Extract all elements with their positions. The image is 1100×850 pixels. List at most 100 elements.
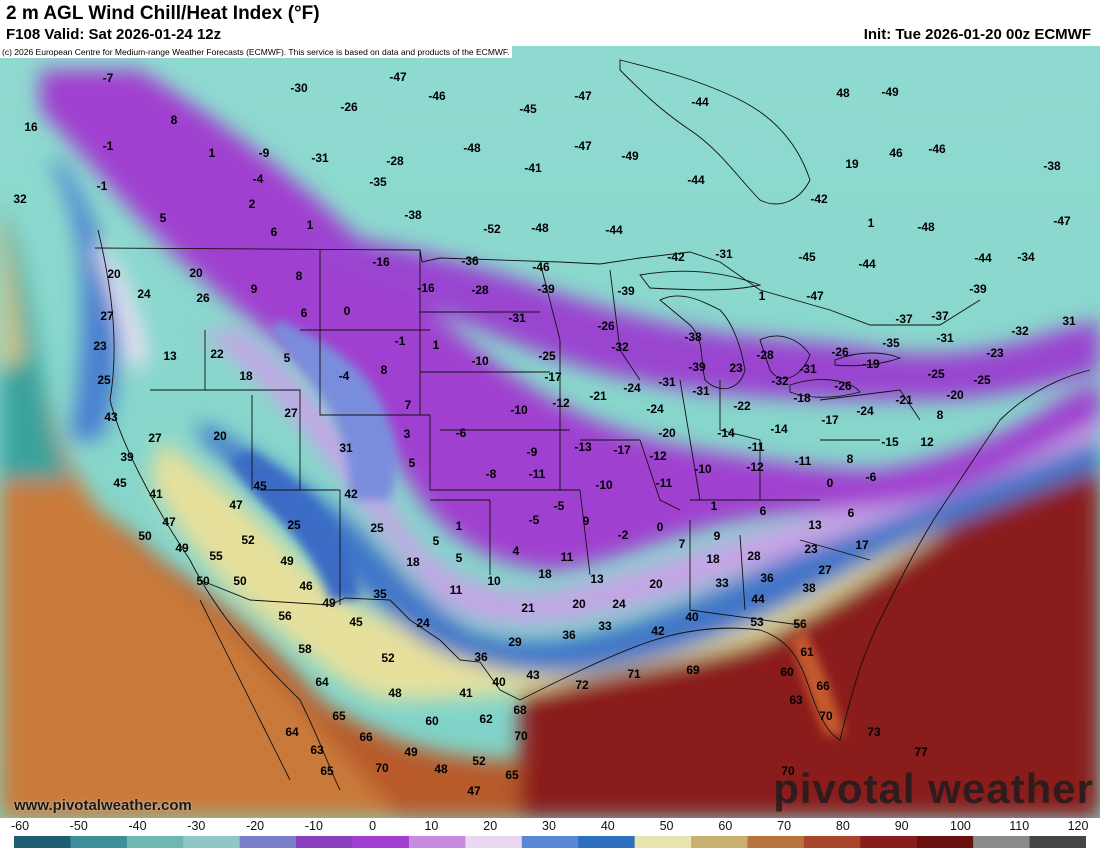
temperature-label: -21 <box>589 389 607 403</box>
temperature-label: 8 <box>296 269 303 283</box>
great-lakes <box>639 270 902 398</box>
valid-time: F108 Valid: Sat 2026-01-24 12z <box>6 26 222 43</box>
temperature-label: -7 <box>103 71 114 85</box>
temperature-label: 6 <box>301 306 308 320</box>
florida-warm <box>790 630 845 735</box>
temperature-label: 25 <box>370 521 384 535</box>
temperature-label: 52 <box>472 754 486 768</box>
temperature-label: 38 <box>802 581 816 595</box>
temperature-label: 13 <box>163 349 177 363</box>
temperature-label: -47 <box>1053 214 1071 228</box>
temperature-label: 1 <box>209 146 216 160</box>
legend-color-segment <box>408 836 466 848</box>
temperature-label: -9 <box>527 445 538 459</box>
temperature-label: -48 <box>917 220 935 234</box>
temperature-label: -46 <box>928 142 946 156</box>
temperature-label: 65 <box>320 764 334 778</box>
temperature-label: 72 <box>575 678 589 692</box>
temperature-label: -12 <box>552 396 570 410</box>
temperature-label: -44 <box>687 173 705 187</box>
temperature-label: 39 <box>120 450 134 464</box>
temperature-label: -31 <box>692 384 710 398</box>
temperature-label: 24 <box>137 287 151 301</box>
watermark-brand: pivotal weather <box>773 765 1094 812</box>
forecast-map[interactable]: -7 -30 -47 -46 -47 -44 48 -49 16 8 -26 -45 -47 -49 -48… <box>0 46 1100 818</box>
temperature-label: -44 <box>974 251 992 265</box>
temperature-label: 23 <box>93 339 107 353</box>
temperature-label: -23 <box>986 346 1004 360</box>
legend-color-segment <box>578 836 636 848</box>
temperature-label: 45 <box>349 615 363 629</box>
temperature-label: -46 <box>428 89 446 103</box>
temperature-label: 27 <box>148 431 162 445</box>
legend-tick-label: -50 <box>69 819 88 833</box>
temperature-label: 45 <box>113 476 127 490</box>
temperature-label: 9 <box>251 282 258 296</box>
temperature-label: 13 <box>590 572 604 586</box>
temperature-label: 6 <box>271 225 278 239</box>
temperature-label: 44 <box>751 592 765 606</box>
temperature-label: 18 <box>406 555 420 569</box>
temperature-label: 8 <box>171 113 178 127</box>
temperature-label: 43 <box>104 410 118 424</box>
temperature-label: 1 <box>307 218 314 232</box>
map-title: 2 m AGL Wind Chill/Heat Index (°F) <box>6 3 320 24</box>
temperature-label: 20 <box>189 266 203 280</box>
temperature-label: 33 <box>715 576 729 590</box>
temperature-label: -35 <box>369 175 387 189</box>
temperature-label: -34 <box>1017 250 1035 264</box>
temperature-label: -48 <box>463 141 481 155</box>
warm-sw-region <box>0 250 400 818</box>
temperature-label: 33 <box>598 619 612 633</box>
temperature-label: 5 <box>409 456 416 470</box>
temperature-label: -20 <box>946 388 964 402</box>
legend-tick-label: 0 <box>369 819 377 833</box>
temperature-label: 0 <box>344 304 351 318</box>
temperature-label: -26 <box>340 100 358 114</box>
temperature-label: -17 <box>613 443 631 457</box>
legend-color-segment <box>1029 836 1086 848</box>
temperature-label: -26 <box>597 319 615 333</box>
temperature-label: 18 <box>706 552 720 566</box>
temperature-label: 40 <box>685 610 699 624</box>
temperature-label: 70 <box>819 709 833 723</box>
baja <box>199 599 291 781</box>
temperature-label: 24 <box>612 597 626 611</box>
legend-color-segment <box>803 836 861 848</box>
temperature-label: 0 <box>657 520 664 534</box>
temperature-label: 13 <box>808 518 822 532</box>
temperature-label: 52 <box>241 533 255 547</box>
temperature-label: -39 <box>969 282 987 296</box>
temperature-label: 66 <box>816 679 830 693</box>
temperature-label: 11 <box>450 583 463 597</box>
temperature-label: 27 <box>284 406 298 420</box>
temperature-label: 47 <box>162 515 176 529</box>
temperature-label: 64 <box>315 675 329 689</box>
temperature-label: 6 <box>760 504 767 518</box>
temperature-label: -44 <box>691 95 709 109</box>
temperature-label: -5 <box>554 499 565 513</box>
temperature-label: 12 <box>920 435 934 449</box>
northwest-teal <box>0 200 70 480</box>
temperature-label: 0 <box>827 476 834 490</box>
temperature-label: 16 <box>24 120 38 134</box>
temperature-label: -26 <box>831 345 849 359</box>
temperature-label: 8 <box>847 452 854 466</box>
legend-color-segment <box>916 836 974 848</box>
temperature-label: 56 <box>793 617 807 631</box>
temperature-label: 63 <box>310 743 324 757</box>
temperature-label: 49 <box>322 596 336 610</box>
temperature-label: -31 <box>508 311 526 325</box>
temperature-label: -38 <box>684 330 702 344</box>
temperature-label: 11 <box>561 550 574 564</box>
temperature-label: 46 <box>889 146 903 160</box>
legend-color-segment <box>860 836 918 848</box>
legend-tick-label: 60 <box>718 819 733 833</box>
temperature-label: -36 <box>461 254 479 268</box>
temperature-label: -26 <box>834 379 852 393</box>
rockies-mix <box>270 320 397 500</box>
legend-color-segment <box>296 836 354 848</box>
legend-tick-label: 110 <box>1009 819 1030 833</box>
temperature-label: -28 <box>756 348 774 362</box>
legend-tick-label: 100 <box>950 819 971 833</box>
